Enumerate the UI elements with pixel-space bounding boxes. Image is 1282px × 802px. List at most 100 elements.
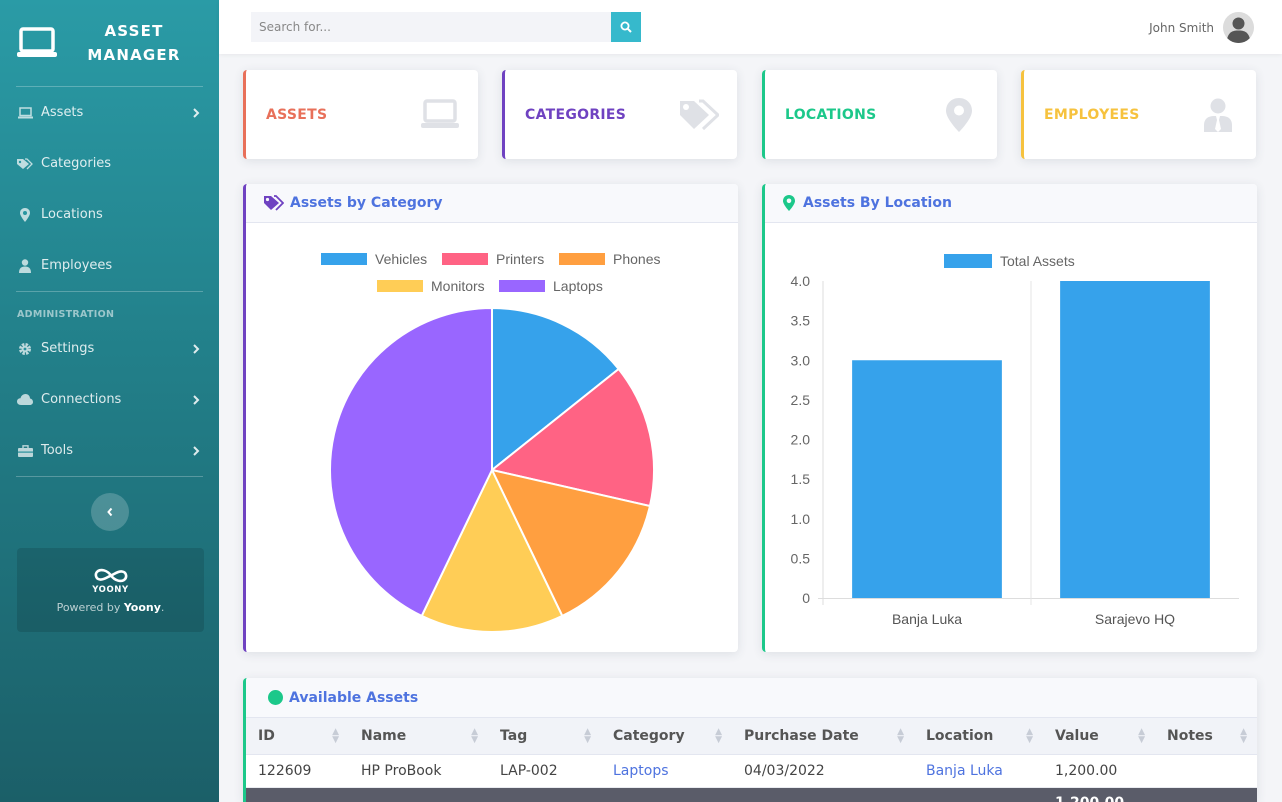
legend-item[interactable]: Printers — [442, 251, 544, 267]
y-tick-label: 2.5 — [791, 392, 811, 408]
pie-slice-monitors[interactable] — [420, 467, 564, 633]
column-header-label: Location — [926, 728, 994, 744]
column-header-tag[interactable]: Tag ▲ ▼ — [488, 717, 601, 755]
map-marker-icon — [939, 97, 979, 133]
stat-label: EMPLOYEES — [1044, 106, 1140, 123]
legend-label: Vehicles — [375, 251, 428, 267]
column-header-label: Name — [361, 728, 407, 744]
stat-card-employees[interactable]: EMPLOYEES — [1021, 70, 1256, 159]
app-title: ASSET MANAGER — [57, 19, 219, 67]
panel-header: Available Assets — [246, 678, 1257, 717]
bar-chart-axes: 4.0 3.5 3.0 2.5 2.0 1.5 1.0 0.5 0 — [791, 273, 1239, 606]
legend-item[interactable]: Vehicles — [321, 251, 427, 267]
column-header-label: Notes — [1167, 728, 1213, 744]
powered-by-brand[interactable]: Yoony — [123, 600, 161, 614]
gear-icon — [17, 342, 33, 356]
column-header-location[interactable]: Location ▲ ▼ — [914, 717, 1043, 755]
cell-empty — [246, 787, 349, 802]
sidebar-item-label: Connections — [41, 392, 122, 407]
y-tick-label: 1.0 — [791, 511, 811, 527]
column-header-id[interactable]: ID ▲ ▼ — [246, 717, 349, 755]
sidebar-divider — [16, 86, 203, 87]
cell-id: 122609 — [246, 754, 349, 788]
panel-title: Available Assets — [289, 689, 419, 706]
chevron-right-icon — [193, 445, 200, 456]
sidebar-item-label: Settings — [41, 341, 95, 356]
assets-table: ID ▲ ▼ Name ▲ ▼ Tag ▲ ▼ Category ▲ ▼ Purchase Da… — [246, 717, 1257, 802]
legend-label: Printers — [496, 251, 545, 267]
search-button[interactable] — [611, 12, 641, 42]
pie-slice-laptops[interactable] — [329, 306, 493, 618]
column-header-purchase-date[interactable]: Purchase Date ▲ ▼ — [732, 717, 914, 755]
search-input[interactable] — [251, 12, 611, 42]
user-tie-icon — [17, 258, 33, 273]
table-row[interactable]: 122609 HP ProBook LAP-002 Laptops 04/03/… — [246, 754, 1257, 788]
topbar: John Smith — [219, 0, 1282, 54]
legend-item[interactable]: Total Assets — [944, 253, 1075, 269]
summary-value: 1,200.00 — [1043, 787, 1155, 802]
column-header-name[interactable]: Name ▲ ▼ — [349, 717, 488, 755]
sidebar-item-categories[interactable]: Categories — [0, 138, 219, 189]
sidebar-item-connections[interactable]: Connections — [0, 374, 219, 425]
panel-header: Assets by Category — [246, 184, 738, 223]
column-header-value[interactable]: Value ▲ ▼ — [1043, 717, 1155, 755]
cell-category-link[interactable]: Laptops — [601, 754, 732, 788]
column-header-notes[interactable]: Notes ▲ ▼ — [1155, 717, 1257, 755]
legend-item[interactable]: Monitors — [377, 278, 485, 294]
column-header-category[interactable]: Category ▲ ▼ — [601, 717, 732, 755]
stat-card-assets[interactable]: ASSETS — [243, 70, 478, 159]
table-header-row: ID ▲ ▼ Name ▲ ▼ Tag ▲ ▼ Category ▲ ▼ Purchase Da… — [246, 717, 1257, 755]
sort-icon: ▲ ▼ — [715, 727, 722, 745]
available-assets-card: Available Assets ID ▲ ▼ Name ▲ ▼ Tag ▲ ▼ Categ… — [243, 678, 1257, 802]
stat-card-locations[interactable]: LOCATIONS — [762, 70, 997, 159]
sidebar-item-assets[interactable]: Assets — [0, 87, 219, 138]
stat-card-categories[interactable]: CATEGORIES — [502, 70, 737, 159]
brand[interactable]: ASSET MANAGER — [0, 0, 219, 86]
cell-empty — [488, 787, 601, 802]
sidebar-item-settings[interactable]: Settings — [0, 323, 219, 374]
legend-label: Total Assets — [1000, 253, 1075, 269]
cloud-icon — [17, 393, 33, 407]
legend-swatch — [944, 254, 992, 268]
bar-banja-luka[interactable] — [852, 360, 1002, 598]
sort-icon: ▲ ▼ — [1026, 727, 1033, 745]
y-tick-label: 0.5 — [791, 550, 811, 566]
pie-slice-printers[interactable] — [489, 367, 655, 508]
stat-label: LOCATIONS — [785, 106, 877, 123]
user-menu[interactable]: John Smith — [1149, 12, 1254, 43]
column-header-label: Value — [1055, 728, 1099, 744]
chevron-right-icon — [193, 107, 200, 118]
pie-legend: Vehicles Printers Phones Monitors Laptop… — [321, 251, 721, 301]
bar-chart: 4.0 3.5 3.0 2.5 2.0 1.5 1.0 0.5 0 Banja Luka Saraj… — [791, 273, 1239, 627]
sidebar-item-tools[interactable]: Tools — [0, 425, 219, 476]
legend-label: Phones — [613, 251, 661, 267]
yoony-logo-icon — [94, 568, 127, 582]
panel-assets-by-location: Assets By Location Total Assets 4.0 3.5 3.… — [762, 184, 1257, 652]
powered-by-prefix: Powered by — [56, 600, 121, 614]
sidebar-item-locations[interactable]: Locations — [0, 189, 219, 240]
legend-item[interactable]: Phones — [559, 251, 660, 267]
legend-swatch — [442, 253, 488, 265]
legend-item[interactable]: Laptops — [499, 278, 603, 294]
powered-by-suffix: . — [160, 600, 165, 614]
map-marker-icon — [17, 207, 33, 222]
pie-slice-phones[interactable] — [490, 468, 652, 618]
search-bar — [251, 12, 641, 42]
search-icon — [620, 21, 632, 33]
sidebar-toggle-button[interactable] — [90, 493, 129, 531]
pie-slice-vehicles[interactable] — [491, 306, 621, 473]
bar-legend: Total Assets — [944, 253, 1144, 273]
app-title-line2: MANAGER — [87, 46, 181, 64]
bar-sarajevo-hq[interactable] — [1060, 281, 1210, 598]
stat-label: ASSETS — [266, 106, 328, 123]
promo-box: YOONY Powered by Yoony. — [17, 548, 204, 632]
legend-swatch — [321, 253, 367, 265]
cell-location-link[interactable]: Banja Luka — [914, 754, 1043, 788]
sidebar-divider — [16, 291, 203, 292]
legend-swatch — [377, 280, 423, 292]
chevron-right-icon — [193, 394, 200, 405]
sidebar-section-heading: ADMINISTRATION — [17, 309, 115, 320]
sidebar-item-employees[interactable]: Employees — [0, 240, 219, 291]
y-tick-label: 3.5 — [791, 313, 811, 329]
y-tick-label: 4.0 — [791, 273, 811, 289]
